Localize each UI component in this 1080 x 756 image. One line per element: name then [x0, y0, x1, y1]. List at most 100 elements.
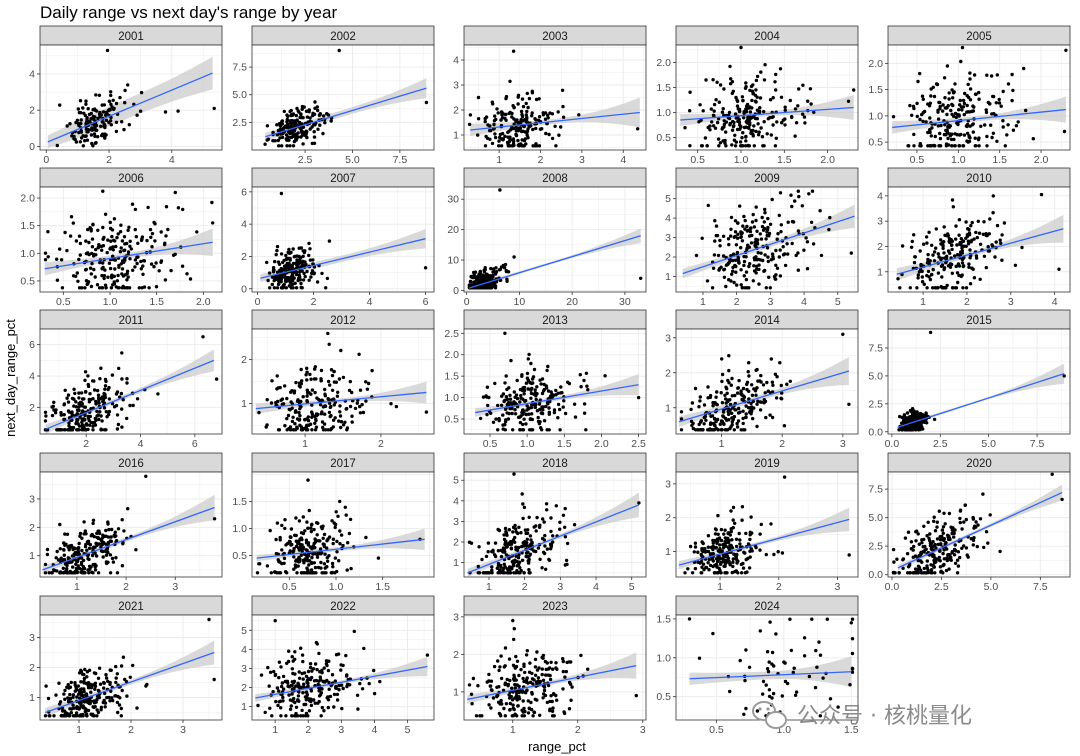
scatter-point	[949, 137, 954, 142]
scatter-point	[281, 402, 286, 406]
scatter-point	[952, 90, 956, 94]
scatter-point	[744, 415, 748, 420]
scatter-point	[764, 286, 768, 290]
scatter-point	[76, 122, 81, 126]
scatter-point	[274, 252, 278, 257]
x-tick-label: 4	[593, 581, 599, 593]
scatter-point	[737, 378, 741, 383]
scatter-point	[948, 132, 952, 136]
scatter-point	[927, 275, 931, 279]
scatter-point	[547, 412, 551, 416]
y-tick-label: 1	[453, 130, 459, 142]
scatter-point	[103, 212, 108, 216]
scatter-point	[751, 83, 755, 87]
scatter-point	[819, 253, 824, 258]
scatter-point	[702, 567, 706, 572]
scatter-point	[276, 278, 281, 283]
scatter-point	[100, 267, 104, 271]
scatter-point	[328, 383, 332, 387]
scatter-point	[74, 239, 79, 243]
scatter-point	[686, 567, 690, 571]
scatter-point	[956, 280, 960, 285]
scatter-point	[493, 541, 498, 545]
scatter-point	[582, 411, 587, 415]
scatter-point	[87, 240, 91, 245]
scatter-point	[109, 123, 114, 127]
scatter-point	[91, 562, 95, 567]
scatter-point	[122, 235, 127, 239]
facet-strip-label: 2007	[330, 173, 356, 185]
scatter-point	[740, 286, 744, 290]
scatter-point	[163, 110, 168, 114]
scatter-point	[735, 98, 739, 102]
scatter-point	[733, 112, 738, 116]
scatter-point	[314, 412, 319, 416]
scatter-point	[774, 396, 779, 400]
scatter-point	[558, 527, 562, 531]
scatter-point	[370, 368, 374, 373]
scatter-point	[94, 247, 98, 252]
scatter-point	[712, 253, 717, 257]
scatter-point	[281, 260, 285, 265]
scatter-point	[556, 391, 560, 395]
scatter-point	[305, 366, 309, 370]
scatter-point	[1031, 137, 1036, 141]
scatter-point	[268, 528, 272, 533]
scatter-point	[89, 229, 93, 233]
scatter-point	[910, 239, 914, 244]
scatter-point	[316, 127, 320, 131]
scatter-point	[700, 571, 704, 575]
x-tick-label: 2	[378, 438, 384, 450]
fit-line	[256, 538, 425, 559]
scatter-point	[774, 72, 778, 77]
fit-line	[45, 359, 215, 430]
scatter-point	[77, 257, 81, 262]
scatter-point	[698, 420, 703, 424]
scatter-point	[337, 419, 341, 423]
scatter-point	[747, 374, 751, 378]
scatter-point	[739, 230, 743, 234]
scatter-point	[79, 136, 84, 140]
confidence-band	[45, 349, 214, 434]
scatter-point	[966, 242, 971, 246]
scatter-point	[957, 264, 962, 268]
scatter-point	[110, 276, 114, 280]
scatter-point	[121, 398, 125, 402]
scatter-point	[286, 275, 290, 280]
scatter-point	[718, 141, 723, 145]
scatter-point	[119, 262, 124, 266]
scatter-point	[297, 246, 301, 250]
scatter-point	[95, 409, 99, 414]
scatter-point	[324, 571, 328, 575]
scatter-point	[109, 102, 113, 107]
scatter-point	[903, 536, 908, 540]
y-tick-label: 1.5	[20, 220, 35, 232]
scatter-point	[140, 286, 144, 290]
panel-border	[675, 186, 859, 293]
scatter-point	[86, 227, 90, 232]
scatter-point	[740, 136, 744, 140]
scatter-point	[905, 411, 910, 415]
scatter-point	[153, 239, 157, 243]
scatter-point	[138, 109, 143, 113]
scatter-point	[103, 384, 108, 388]
panel-border	[887, 186, 1071, 293]
scatter-point	[751, 279, 755, 283]
scatter-point	[270, 379, 274, 383]
fit-line	[897, 373, 1065, 428]
scatter-point	[266, 278, 270, 283]
scatter-point	[782, 475, 787, 479]
scatter-point	[958, 516, 962, 521]
scatter-point	[302, 271, 306, 276]
scatter-point	[976, 137, 981, 142]
scatter-point	[565, 541, 570, 546]
scatter-point	[698, 103, 702, 107]
scatter-point	[111, 248, 116, 252]
scatter-point	[564, 558, 569, 563]
scatter-point	[90, 553, 95, 558]
scatter-point	[911, 428, 915, 432]
scatter-point	[521, 408, 525, 412]
scatter-point	[296, 564, 300, 568]
scatter-point	[514, 527, 518, 531]
y-tick-label: 3	[29, 493, 35, 505]
